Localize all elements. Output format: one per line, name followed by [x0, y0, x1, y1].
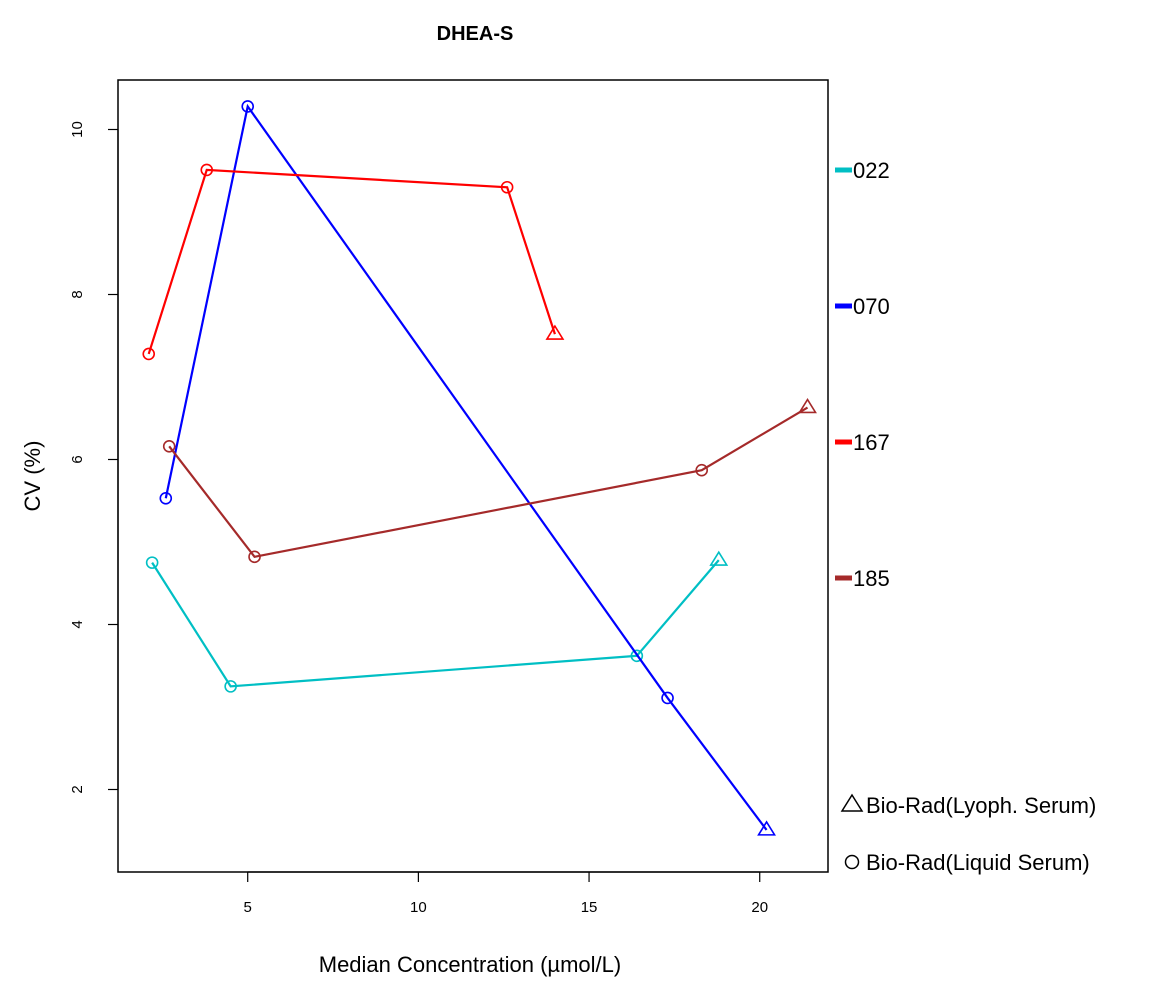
chart-title: DHEA-S: [437, 23, 514, 45]
series-022: [145, 550, 729, 693]
x-tick-label: 20: [751, 899, 768, 916]
legend-label: 185: [853, 566, 890, 591]
series-line-070: [164, 103, 768, 831]
data-point-167-4: [545, 324, 565, 340]
data-point-185-1: [162, 439, 176, 453]
legend-shape-triangle: Bio-Rad(Lyoph. Serum): [840, 793, 1096, 818]
legend-item-167: 167: [835, 430, 890, 455]
y-tick-label: 2: [69, 785, 86, 793]
data-point-070-1: [159, 491, 173, 505]
data-point-167-1: [142, 347, 156, 361]
y-tick-label: 10: [69, 121, 86, 138]
data-point-070-2: [241, 100, 255, 113]
legend-item-070: 070: [835, 294, 890, 319]
data-point-022-2: [224, 680, 237, 693]
series-layer: [142, 100, 817, 836]
x-axis: 5 10 15 20: [244, 871, 768, 916]
series-line-022: [151, 559, 720, 688]
x-tick-label: 5: [244, 899, 252, 916]
x-tick-label: 15: [581, 899, 598, 916]
y-tick-label: 8: [69, 290, 86, 298]
legend-item-022: 022: [835, 158, 890, 183]
y-axis: 2 4 6 8 10: [69, 121, 119, 794]
data-point-022-1: [145, 556, 159, 569]
legend-label: 022: [853, 158, 890, 183]
y-tick-label: 6: [69, 455, 86, 463]
data-point-185-4: [798, 398, 817, 414]
series-070: [159, 100, 776, 836]
legend-label: 070: [853, 294, 890, 319]
x-axis-label: Median Concentration (µmol/L): [319, 952, 621, 977]
y-axis-label: CV (%): [20, 441, 45, 512]
legend-shape-circle: Bio-Rad(Liquid Serum): [844, 850, 1090, 875]
circle-icon: [844, 854, 860, 870]
triangle-icon: [840, 793, 864, 812]
x-tick-label: 10: [410, 899, 427, 916]
data-point-070-3: [661, 691, 674, 705]
data-point-185-3: [695, 463, 709, 477]
plot-area-frame: [117, 79, 829, 873]
data-point-167-2: [200, 163, 214, 177]
data-point-022-4: [709, 550, 729, 566]
data-point-185-2: [248, 550, 261, 564]
legend-shape-label: Bio-Rad(Lyoph. Serum): [866, 793, 1096, 818]
data-point-167-3: [500, 180, 514, 194]
legend-label: 167: [853, 430, 890, 455]
series-167: [142, 163, 565, 361]
series-185: [162, 398, 817, 564]
series-line-185: [168, 406, 809, 559]
legend-item-185: 185: [835, 566, 890, 591]
data-point-022-3: [630, 649, 644, 663]
legend: 022 070 167 185 Bio-Rad(Lyoph. Serum) Bio-Rad…: [835, 158, 1096, 875]
series-line-167: [147, 168, 556, 355]
y-tick-label: 4: [69, 620, 86, 628]
data-point-070-4: [757, 820, 776, 836]
legend-shape-label: Bio-Rad(Liquid Serum): [866, 850, 1090, 875]
